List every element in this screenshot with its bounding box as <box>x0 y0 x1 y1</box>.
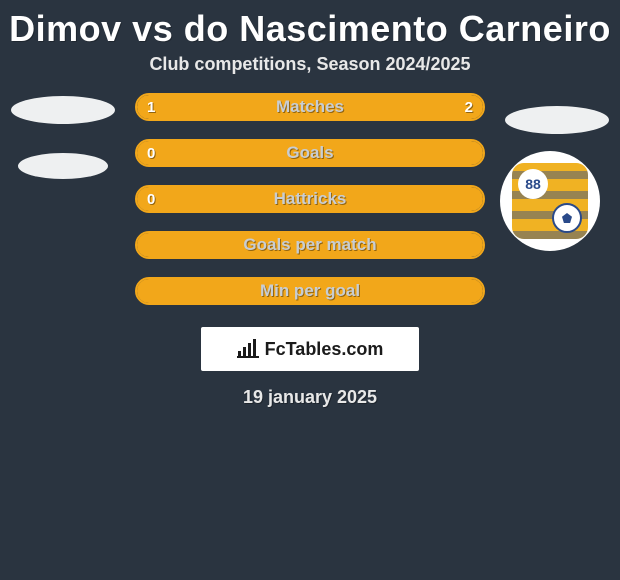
bar-chart-icon <box>237 340 259 358</box>
placeholder-ellipse <box>18 153 108 179</box>
fctables-logo: FcTables.com <box>201 327 419 371</box>
stat-bars: Matches12Goals0Hattricks0Goals per match… <box>135 93 485 305</box>
bar-fill-right <box>137 279 483 303</box>
bar-fill-right <box>251 95 483 119</box>
bar-fill-right <box>137 187 483 211</box>
right-player-column: 88 <box>502 93 612 147</box>
soccer-ball-icon <box>552 203 582 233</box>
stat-value-right: 2 <box>455 95 483 119</box>
placeholder-ellipse <box>11 96 115 124</box>
stat-bar: Hattricks0 <box>135 185 485 213</box>
club-badge: 88 <box>500 151 600 251</box>
club-badge-number: 88 <box>518 169 548 199</box>
logo-text: FcTables.com <box>265 339 384 360</box>
stat-value-left: 0 <box>137 141 165 165</box>
stat-bar: Goals0 <box>135 139 485 167</box>
stat-bar: Matches12 <box>135 93 485 121</box>
comparison-content: 88 Matches12Goals0Hattricks0Goals per ma… <box>0 93 620 408</box>
stat-value-left: 0 <box>137 187 165 211</box>
stat-bar: Goals per match <box>135 231 485 259</box>
page-subtitle: Club competitions, Season 2024/2025 <box>0 54 620 93</box>
stat-value-left: 1 <box>137 95 165 119</box>
left-player-column <box>8 93 118 192</box>
stat-bar: Min per goal <box>135 277 485 305</box>
bar-fill-right <box>137 233 483 257</box>
club-badge-inner: 88 <box>512 163 588 239</box>
page-title: Dimov vs do Nascimento Carneiro <box>0 0 620 54</box>
snapshot-date: 19 january 2025 <box>0 387 620 408</box>
placeholder-ellipse <box>505 106 609 134</box>
bar-fill-right <box>137 141 483 165</box>
